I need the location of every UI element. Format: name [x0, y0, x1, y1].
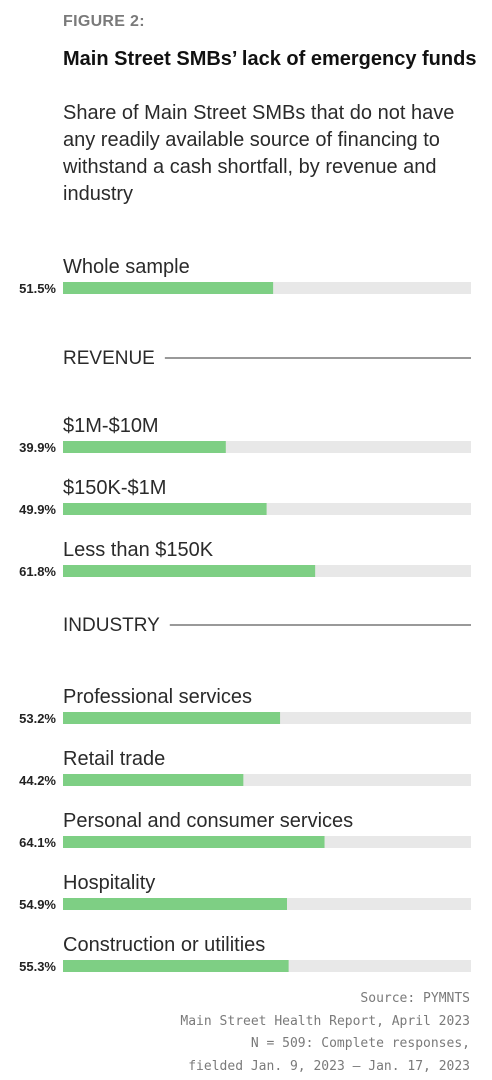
bar	[63, 836, 325, 848]
category-label: Retail trade	[63, 748, 165, 770]
bar	[63, 774, 244, 786]
value-label: 54.9%	[19, 897, 56, 912]
category-label: Personal and consumer services	[63, 810, 353, 832]
group-heading: REVENUE	[63, 348, 155, 369]
group-heading: INDUSTRY	[63, 615, 160, 636]
bar	[63, 898, 287, 910]
value-label: 39.9%	[19, 440, 56, 455]
value-label: 49.9%	[19, 502, 56, 517]
source-line: fielded Jan. 9, 2023 – Jan. 17, 2023	[188, 1058, 470, 1074]
value-label: 61.8%	[19, 564, 56, 579]
category-label: Whole sample	[63, 256, 190, 278]
value-label: 53.2%	[19, 711, 56, 726]
category-label: Construction or utilities	[63, 934, 265, 956]
value-label: 44.2%	[19, 773, 56, 788]
value-label: 51.5%	[19, 281, 56, 296]
bar	[63, 960, 289, 972]
value-label: 55.3%	[19, 959, 56, 974]
bar	[63, 503, 267, 515]
category-label: Professional services	[63, 686, 252, 708]
source-line: Source: PYMNTS	[360, 991, 470, 1006]
source-line: N = 509: Complete responses,	[250, 1036, 470, 1051]
chart-subtitle: Share of Main Street SMBs that do not ha…	[63, 102, 455, 205]
value-label: 64.1%	[19, 835, 56, 850]
source-line: Main Street Health Report, April 2023	[180, 1013, 470, 1029]
bar	[63, 441, 226, 453]
category-label: Hospitality	[63, 872, 155, 894]
bar	[63, 565, 316, 577]
category-label: Less than $150K	[63, 539, 214, 561]
source-note: Source: PYMNTS Main Street Health Report…	[30, 988, 470, 1078]
bar	[63, 712, 281, 724]
category-label: $1M-$10M	[63, 415, 159, 437]
bar	[63, 282, 274, 294]
chart-title: Main Street SMBs’ lack of emergency fund…	[63, 48, 477, 70]
figure-label: FIGURE 2:	[63, 13, 145, 30]
category-label: $150K-$1M	[63, 477, 166, 499]
